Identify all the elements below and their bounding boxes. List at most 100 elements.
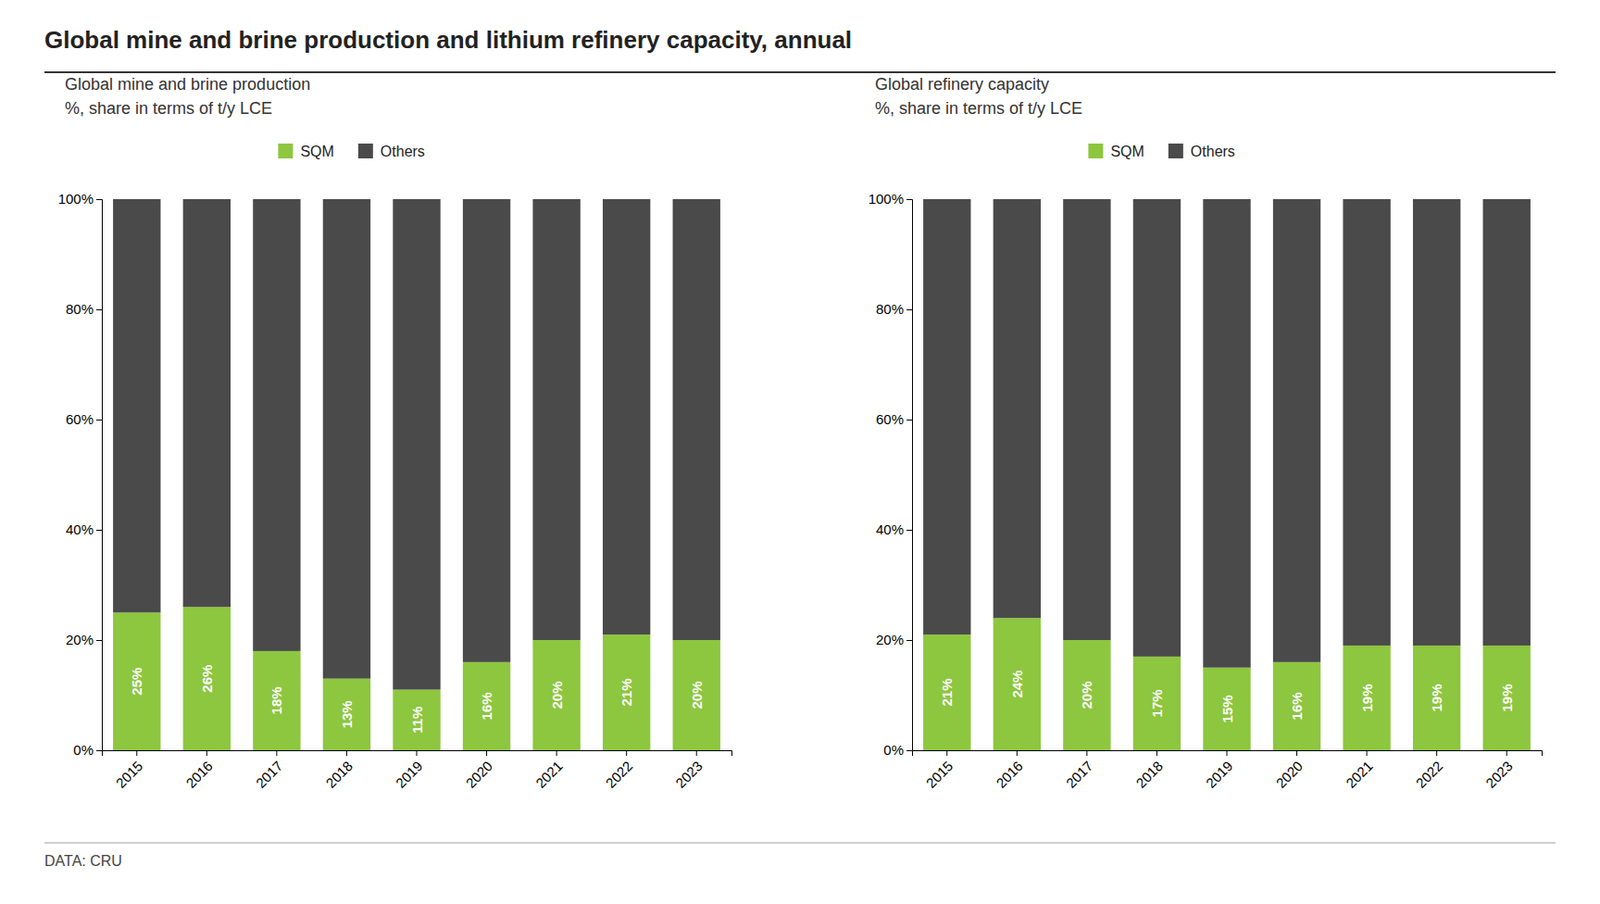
tick-mark [1226,750,1228,756]
data-label: 19% [1499,683,1515,712]
tick: 20% [875,631,913,648]
bar [112,199,161,613]
data-labels: 25%26%18%13%11%16%20%21%20% [128,664,704,734]
chart-subtitle: %, share in terms of t/y LCE [64,99,273,118]
tick: 2022 [602,750,637,791]
tick: 2020 [462,750,496,791]
data-label: 19% [1428,683,1445,712]
tick-mark [625,750,627,756]
tick-label: 80% [875,300,904,317]
data-label: 21% [938,678,955,707]
bar [252,199,300,651]
axis-line [906,200,913,751]
bar [673,639,721,750]
tick: 2019 [392,750,426,791]
x-axis: 201520162017201820192020202120222023 [102,750,733,791]
tick-mark [96,750,102,751]
data-label: 20% [549,680,565,709]
tick-mark [906,529,913,531]
tick-mark [136,750,138,756]
tick-mark [1296,750,1298,756]
bar [1133,199,1181,657]
tick-mark [275,750,277,756]
data-label: 13% [338,700,355,728]
tick: 80% [65,300,102,317]
bar [183,199,231,607]
bar [392,689,440,750]
tick: 2019 [1202,750,1237,791]
tick-mark [1436,750,1438,756]
tick-mark [946,750,948,756]
bar [923,634,971,750]
chart-subtitle: %, share in terms of t/y LCE [875,99,1083,118]
tick-label: 2022 [1412,757,1447,791]
tick-mark [696,750,698,756]
bar [993,617,1041,750]
bar [673,199,721,640]
tick-label: 40% [65,521,94,538]
bar [993,199,1041,618]
tick-mark [96,639,102,641]
legend: SQMOthers [277,143,425,160]
tick: 40% [875,521,913,538]
chart-title: Global refinery capacity [875,75,1050,94]
chart-title: Global mine and brine production [64,75,311,94]
tick-mark [1366,750,1368,756]
tick-mark [206,750,208,756]
data-label: 18% [268,686,285,714]
tick-mark [1156,750,1158,756]
tick-label: 2023 [1482,757,1516,791]
data-label: 20% [688,680,705,709]
tick-mark [486,750,488,756]
axis-line [102,750,733,757]
y-axis: 0%20%40%60%80%100% [58,190,103,758]
bar [1133,656,1181,750]
tick: 2018 [1132,750,1166,791]
tick-label: 20% [65,631,94,648]
tick: 2015 [112,750,147,791]
tick-mark [1016,750,1018,756]
tick: 2023 [1482,750,1516,791]
data-label: 11% [409,706,425,734]
tick-label: 2015 [923,757,957,791]
tick-label: 60% [875,411,904,427]
x-axis: 201520162017201820192020202120222023 [912,750,1543,791]
data-label: 26% [199,664,215,693]
tick-label: 2017 [1062,757,1097,791]
legend-swatch [358,143,374,159]
title: Global mine and brine production and lit… [44,25,852,54]
tick-label: 80% [65,300,94,317]
bar [532,639,580,750]
bar [1202,667,1250,750]
legend: SQMOthers [1087,143,1235,160]
data-label: 15% [1219,694,1236,723]
legend-swatch [277,143,293,159]
bar [1342,645,1390,750]
tick-mark [906,419,913,421]
tick: 2017 [252,750,287,791]
legend-label: SQM [300,143,334,160]
bar [462,662,511,750]
legend-item: Others [1168,143,1236,160]
tick: 60% [875,411,913,427]
bar [1483,199,1531,646]
tick-label: 2023 [672,757,706,791]
tick-label: 0% [883,741,904,758]
tick-label: 2021 [532,757,566,791]
bar [602,199,650,635]
title-rule [44,71,1556,74]
legend-item: SQM [277,143,334,160]
series [923,199,1531,668]
bar [252,650,300,750]
tick-label: 2015 [112,757,147,791]
tick: 100% [868,190,913,207]
footer-rule [44,842,1556,844]
bar [1062,639,1111,750]
tick-mark [1506,750,1508,756]
bar [183,606,231,750]
tick: 2016 [992,750,1026,791]
tick-label: 2016 [182,757,216,791]
series [112,199,721,690]
tick-label: 2020 [1272,757,1306,791]
bars [923,199,1531,750]
